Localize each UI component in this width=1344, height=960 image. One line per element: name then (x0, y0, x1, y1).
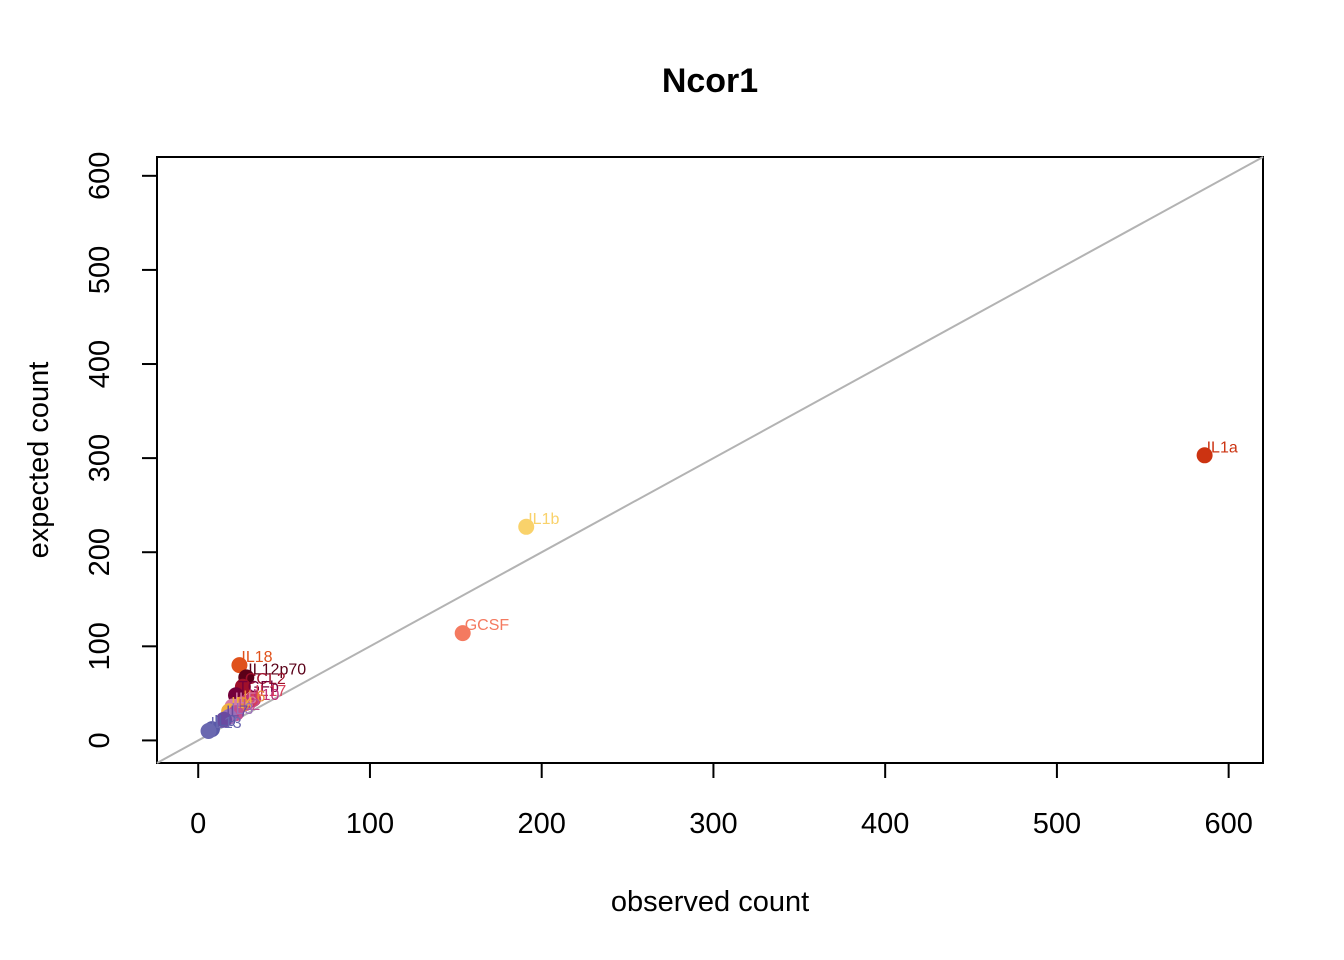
y-tick-label: 300 (84, 434, 116, 482)
data-point-label: IL10 (248, 687, 279, 704)
x-tick-label: 400 (861, 808, 909, 840)
reference-line-layer (156, 156, 1264, 764)
data-point-label: IL1b (528, 511, 559, 528)
data-point-label: IL12p70 (248, 661, 306, 678)
data-point-label: IL7 (226, 704, 248, 721)
data-point-label: IL18 (241, 649, 272, 666)
data-point-label: IL9 (214, 713, 236, 730)
data-point (1196, 447, 1213, 464)
points-layer (200, 447, 1213, 740)
data-point-label: GCSF (465, 617, 510, 634)
x-tick-label: 600 (1204, 808, 1252, 840)
data-point (200, 723, 217, 740)
data-point (518, 518, 535, 535)
data-point-label: IL13 (211, 715, 242, 732)
y-tick-label: 600 (84, 152, 116, 200)
reference-line (156, 156, 1264, 764)
y-tick-label: 0 (84, 732, 116, 748)
data-point-label: IL3 (231, 701, 253, 718)
data-point-label: IL2 (238, 697, 260, 714)
y-tick-label: 100 (84, 622, 116, 670)
point-labels-layer: IL1aIL1bGCSFIL18IL12p70CCL2TGFbIL17IL10I… (211, 439, 1238, 732)
data-point-label: TGFb (238, 679, 279, 696)
data-point-label: IL17 (255, 683, 286, 700)
y-tick-label: 400 (84, 340, 116, 388)
y-axis-label: expected count (23, 362, 55, 559)
x-tick-label: 300 (689, 808, 737, 840)
data-point-label: IL6 (243, 689, 265, 706)
data-point-label: IL4 (231, 695, 253, 712)
y-axis: 0 100 200 300 400 500 600 (84, 152, 158, 748)
data-point-label: IL1a (1207, 439, 1238, 456)
chart-title: Ncor1 (662, 62, 758, 100)
x-tick-label: 200 (518, 808, 566, 840)
x-tick-label: 500 (1033, 808, 1081, 840)
x-tick-label: 0 (190, 808, 206, 840)
y-tick-label: 500 (84, 246, 116, 294)
data-point (454, 625, 471, 642)
data-point (215, 711, 232, 728)
y-tick-label: 200 (84, 528, 116, 576)
data-point (231, 657, 248, 674)
x-tick-label: 100 (346, 808, 394, 840)
x-axis: 0 100 200 300 400 500 600 (190, 762, 1253, 840)
data-point-label: CCL2 (245, 671, 286, 688)
data-point-label: IL5 (235, 691, 257, 708)
x-axis-label: observed count (611, 886, 809, 918)
